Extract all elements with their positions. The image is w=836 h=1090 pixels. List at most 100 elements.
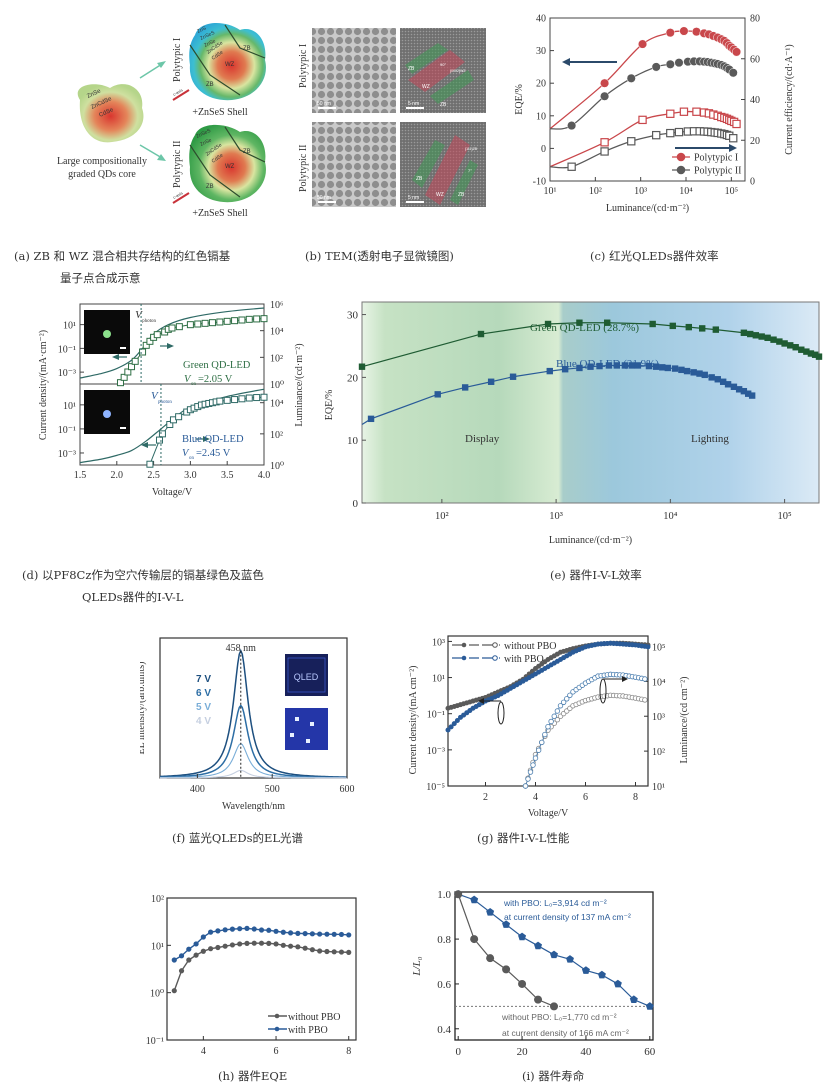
luminance-point: [530, 762, 536, 768]
green-vphoton-label: V: [135, 309, 143, 321]
data-point: [627, 137, 636, 146]
data-point: [685, 323, 692, 331]
blue-luminance-point: [260, 393, 268, 401]
blue-vphoton-sub: photon: [158, 400, 172, 405]
green-von-value: =2.05 V: [198, 374, 233, 385]
data-point: [603, 319, 611, 326]
legend-marker: [274, 1013, 280, 1019]
luminance-point: [554, 717, 561, 723]
data-point: [186, 946, 192, 952]
x-axis-label: Luminance/(cd·m⁻²): [549, 535, 632, 546]
data-point: [317, 931, 323, 937]
legend-label-0: Polytypic I: [694, 153, 738, 164]
tem-hr1-zb-bottom: ZB: [440, 102, 447, 108]
y-axis-label: Current density/(mA cm⁻²): [408, 666, 419, 775]
data-point: [691, 27, 702, 37]
x-tick-label: 3.5: [221, 470, 234, 481]
data-point: [208, 946, 214, 952]
data-point: [652, 130, 661, 140]
data-point: [215, 944, 221, 951]
y-axis-label: EQE/%: [140, 955, 141, 986]
poly2-c-axis-bar: [172, 192, 190, 204]
blue-von-value: =2.45 V: [196, 448, 231, 459]
tem-hr1-angle-90: 90°: [440, 62, 446, 67]
green-luminance-point: [223, 317, 231, 325]
data-point: [576, 364, 583, 372]
y-tick-label: 0.4: [437, 1024, 451, 1036]
data-point: [302, 945, 308, 951]
tem-hr1-plane-0002: {0002}WZ: [450, 69, 466, 73]
poly2-c-axis-label: c-axis: [172, 190, 184, 200]
luminance-point: [539, 739, 545, 746]
caption-a-line2: 量子点合成示意: [60, 271, 141, 285]
green-luminance-point: [216, 318, 224, 326]
data-point: [200, 934, 206, 940]
legend-label-3: 4 V: [196, 716, 211, 727]
data-point: [696, 370, 703, 377]
data-point: [581, 966, 590, 974]
legend-marker-filled: [461, 642, 467, 648]
green-emission-spot: [103, 330, 111, 338]
data-point: [671, 365, 679, 372]
data-point: [666, 128, 675, 138]
spectrum-4v: [159, 769, 348, 779]
current-point: [645, 644, 651, 650]
data-point: [752, 332, 760, 339]
caption-d-line1: (d) 以PF8Cz作为空穴传输层的镉基绿色及蓝色: [22, 568, 264, 582]
data-point: [811, 351, 819, 358]
chart-c-red-qled-efficiency: -10 0 10 20 30 40 0 20 40 60 80 10¹ 10² 10³ 10⁴ 10⁵ Lumi…: [514, 14, 795, 215]
data-point: [652, 363, 660, 370]
tem-hr2-zb-left: ZB: [416, 176, 423, 182]
qled-photo-text: QLED: [294, 672, 319, 682]
current-bracket: [497, 701, 505, 725]
luminance-point: [567, 692, 573, 699]
data-point: [237, 941, 243, 947]
x-tick-label: 8: [633, 792, 638, 803]
data-point: [222, 927, 228, 933]
y2-axis-label: Luminance/(cd·m⁻²): [294, 343, 305, 426]
y2-tick-label: 10⁰: [270, 380, 284, 391]
x-tick-label: 600: [340, 784, 355, 795]
current-point: [445, 727, 451, 733]
polytypic-1-label: Polytypic I: [172, 38, 183, 82]
data-point: [550, 1002, 558, 1011]
poly2-layer-znse: ZnSe: [199, 137, 213, 148]
y-tick-label: 20: [347, 372, 359, 384]
data-point: [730, 383, 738, 390]
data-point: [699, 325, 706, 332]
y-tick-label: 10¹: [63, 401, 76, 412]
data-point: [324, 948, 330, 955]
spectrum-7v: [159, 648, 348, 778]
data-point: [815, 353, 823, 360]
luminance-point: [548, 718, 554, 725]
peak-label: 458 nm: [226, 643, 257, 654]
data-point: [626, 73, 636, 83]
legend-label-2: 5 V: [196, 702, 211, 713]
legend-marker-open: [492, 642, 498, 648]
data-point: [600, 138, 609, 147]
with-pbo-annotation-line1: with PBO: L₀=3,914 cd m⁻²: [503, 898, 607, 908]
x-tick-label: 0: [455, 1046, 461, 1058]
data-point: [708, 374, 715, 381]
poly1-c-axis-label: c-axis: [172, 87, 184, 97]
poly2-zb-label-bottom: ZB: [206, 184, 214, 190]
data-point: [649, 320, 656, 328]
panel-e-chart: 0 10 20 30 10² 10³ 10⁴ 10⁵ Luminance/(cd·m⁻²) EQE…: [320, 290, 836, 560]
core-label-line2: graded QDs core: [68, 169, 136, 180]
data-point: [546, 367, 553, 375]
data-point: [664, 364, 672, 372]
data-point: [193, 952, 199, 958]
data-point: [735, 386, 743, 393]
y-tick-label: 0.6: [437, 979, 451, 991]
current-point: [451, 721, 457, 727]
x-tick-label: 60: [644, 1046, 656, 1058]
data-point: [454, 890, 463, 899]
luminance-point: [564, 696, 570, 702]
data-point: [712, 326, 720, 333]
y-tick-label: 10: [536, 111, 546, 122]
luminance-point: [554, 708, 561, 714]
data-point: [309, 947, 315, 953]
data-point: [509, 373, 517, 380]
data-point: [171, 957, 177, 963]
luminance-axis-arrow-head: [622, 676, 628, 682]
